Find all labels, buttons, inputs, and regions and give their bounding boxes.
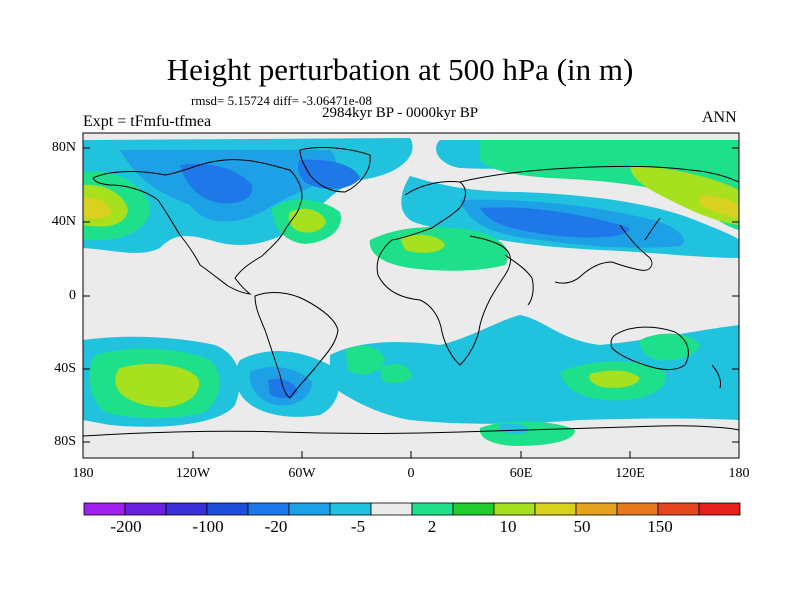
lon-label-180w: 180 [72,466,94,481]
asia-coast [459,165,739,306]
colorbar-label: -200 [110,517,142,536]
colorbar-label: 2 [427,517,437,536]
colorbar-swatch [698,502,741,516]
coastlines [83,147,739,437]
contour-positive-region [500,423,529,435]
experiment-label: Expt = tFmfu-tfmea [83,113,212,130]
contour-positive-region [288,208,326,233]
colorbar-swatch [452,502,495,516]
lat-label-80s: 80S [54,434,76,449]
lon-label-120w: 120W [175,466,211,481]
colorbar-label: 150 [647,517,673,536]
antarctica-coast [83,425,739,437]
lon-label-180e: 180 [728,466,750,481]
colorbar-swatch [575,502,618,516]
time-period: 2984kyr BP - 0000kyr BP [322,105,479,121]
greenland-coast [299,147,371,193]
contour-negative-region [297,159,360,190]
south-america-coast [254,292,339,399]
contour-positive-region [83,197,111,220]
contour-positive-region [480,140,739,230]
north-america-coast [92,159,303,295]
colorbar-swatch [124,502,167,516]
colorbar-label: 50 [573,517,591,536]
colorbar-swatch [534,502,577,516]
contour-positive-region [380,364,412,384]
colorbar-swatch [370,502,413,516]
colorbar-swatch [657,502,700,516]
contour-positive-region [400,234,445,253]
lat-label-40n: 40N [51,214,76,229]
contour-positive-region [345,345,385,375]
colorbar-label: 10 [499,517,517,536]
colorbar-swatch [165,502,208,516]
lat-label-80n: 80N [51,140,76,155]
colorbar-swatch [493,502,536,516]
lon-label-0: 0 [407,466,415,481]
japan-coast [644,217,661,241]
map-title: Height perturbation at 500 hPa (in m) [166,52,634,87]
colorbar-swatch [206,502,249,516]
colorbar-swatch [411,502,454,516]
contour-positive-region [589,370,640,388]
colorbar-swatch [83,502,126,516]
colorbar-swatch [329,502,372,516]
season-label: ANN [702,109,737,126]
colorbar-label: -5 [350,517,366,536]
contour-positive-region [115,363,200,408]
lon-label-120e: 120E [615,466,645,481]
colorbar [83,502,741,516]
colorbar-label: -20 [264,517,288,536]
contour-negative-region [480,207,630,238]
axis-ticks [82,147,740,458]
contour-negative-region [180,163,253,204]
lat-label-0: 0 [69,288,76,303]
rmsd-diff-stats: rmsd= 5.15724 diff= -3.06471e-08 [191,93,372,108]
colorbar-swatch [247,502,290,516]
contour-negative-region [268,378,298,399]
lat-label-40s: 40S [54,361,76,376]
colorbar-swatch [616,502,659,516]
contour-field [83,133,739,458]
contour-positive-region [700,195,739,218]
australia-coast [610,326,689,371]
new-zealand-coast [711,364,721,389]
contour-positive-region [685,363,739,405]
lon-label-60w: 60W [288,466,316,481]
colorbar-label: -100 [192,517,224,536]
lon-label-60e: 60E [509,466,533,481]
colorbar-swatch [288,502,331,516]
europe-africa-coast [376,181,511,366]
